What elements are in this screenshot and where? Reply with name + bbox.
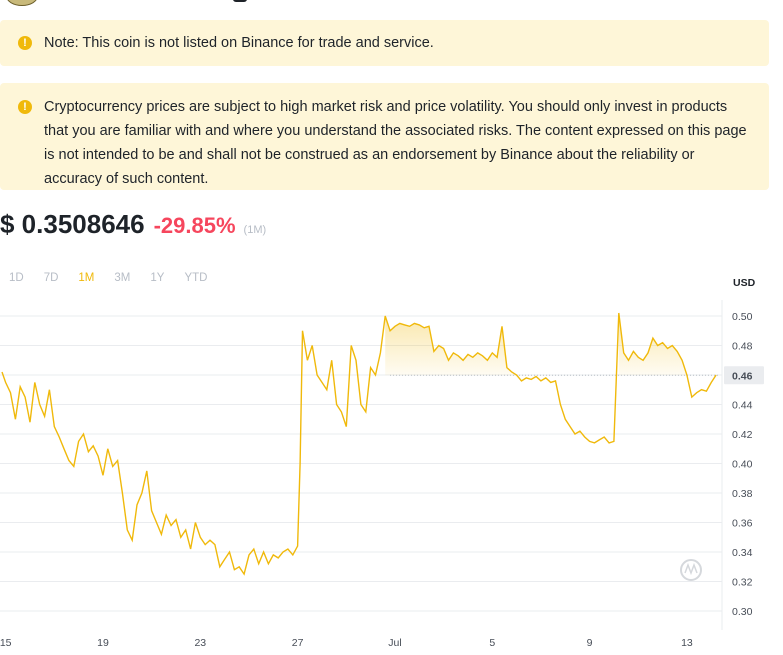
current-value-box	[724, 366, 764, 385]
y-tick-label: 0.34	[732, 547, 753, 559]
x-tick-label: 15	[0, 637, 12, 649]
y-tick-label: 0.44	[732, 400, 753, 412]
listing-notice: ! Note: This coin is not listed on Binan…	[0, 20, 769, 66]
x-tick-label: Jul	[388, 637, 401, 649]
x-tick-label: 23	[194, 637, 206, 649]
current-value-label: 0.46	[732, 370, 753, 382]
timeframe-tabs: 1D 7D 1M 3M 1Y YTD	[9, 272, 227, 284]
price-change: -29.85%	[153, 213, 236, 238]
tab-ytd[interactable]: YTD	[184, 272, 208, 284]
area-fill	[385, 313, 717, 376]
tab-3m[interactable]: 3M	[114, 272, 131, 284]
price-row: $ 0.3508646 -29.85% (1M)	[0, 209, 266, 243]
x-tick-label: 9	[587, 637, 593, 649]
y-tick-label: 0.30	[732, 606, 753, 618]
tab-7d[interactable]: 7D	[43, 272, 59, 284]
y-tick-label: 0.32	[732, 577, 753, 589]
y-tick-label: 0.50	[732, 311, 753, 323]
warning-icon: !	[18, 36, 32, 50]
y-tick-label: 0.36	[732, 518, 753, 530]
tab-1d[interactable]: 1D	[9, 272, 24, 284]
change-period: (1M)	[243, 224, 267, 236]
coin-logo	[6, 0, 38, 6]
watermark-glyph	[684, 562, 698, 576]
tab-1y[interactable]: 1Y	[150, 272, 165, 284]
tab-1m[interactable]: 1M	[78, 272, 95, 284]
risk-notice-text: Cryptocurrency prices are subject to hig…	[44, 99, 747, 187]
x-tick-label: 13	[681, 637, 693, 649]
y-tick-label: 0.38	[732, 488, 753, 500]
price-chart[interactable]: 0.50 0.48 0.44 0.42 0.40 0.38 0.36 0.34 0.32 0.30…	[0, 300, 783, 655]
x-tick-label: 27	[292, 637, 304, 649]
listing-notice-text: Note: This coin is not listed on Binance…	[44, 35, 434, 51]
y-tick-label: 0.40	[732, 459, 753, 471]
x-tick-label: 19	[97, 637, 109, 649]
currency-label: USD	[733, 277, 756, 289]
warning-icon: !	[18, 100, 32, 114]
y-tick-label: 0.48	[732, 341, 753, 353]
price-line	[1, 312, 717, 576]
x-tick-label: 5	[489, 637, 495, 649]
bookmark-icon[interactable]	[233, 0, 247, 2]
risk-notice: ! Cryptocurrency prices are subject to h…	[0, 83, 769, 190]
coinmarketcap-watermark-icon	[680, 559, 702, 581]
y-tick-label: 0.42	[732, 429, 753, 441]
current-price: $ 0.3508646	[0, 209, 145, 239]
